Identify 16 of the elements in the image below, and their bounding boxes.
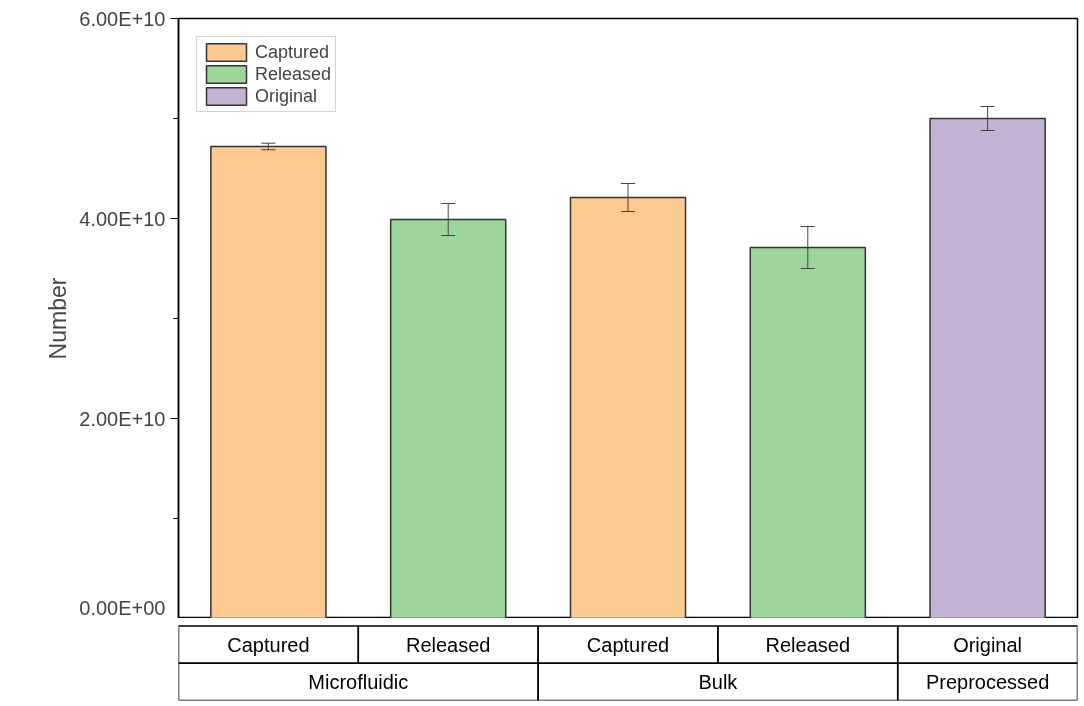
text: Preprocessed (925, 670, 1050, 693)
x-tick-label: Captured (227, 633, 310, 656)
x-tick-label: Released (765, 633, 851, 656)
text: Microfluidic (308, 670, 409, 693)
legend-label: Captured (255, 41, 330, 63)
legend-label: Released (255, 63, 332, 85)
y-axis-title: Number (45, 277, 72, 360)
y-tick-label: 2.00E+10 (79, 407, 166, 430)
y-tick-label: 4.00E+10 (79, 207, 166, 230)
x-tick-label: Captured (586, 633, 670, 656)
text: Bulk (698, 670, 739, 693)
y-tick-label: 0.00E+00 (79, 596, 166, 619)
x-tick-label: Released (405, 633, 491, 656)
x-tick-label: Original (953, 633, 1023, 656)
legend-label: Original (255, 85, 318, 107)
y-tick-label: 6.00E+10 (79, 7, 166, 30)
